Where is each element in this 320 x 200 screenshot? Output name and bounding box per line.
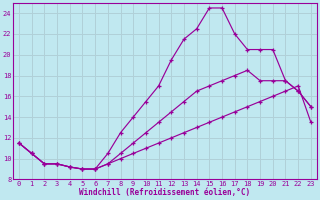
X-axis label: Windchill (Refroidissement éolien,°C): Windchill (Refroidissement éolien,°C) — [79, 188, 251, 197]
